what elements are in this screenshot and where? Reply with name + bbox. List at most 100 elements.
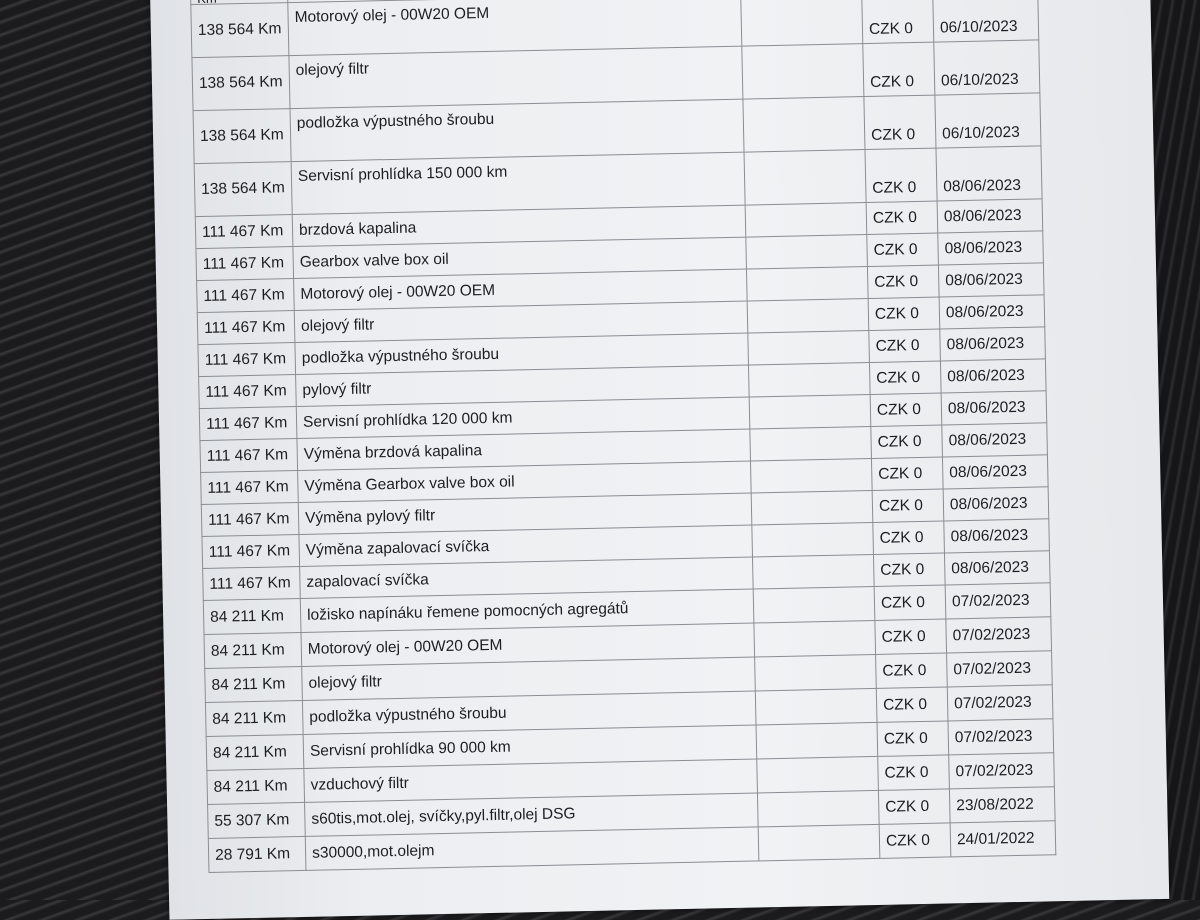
blank-cell: [742, 96, 865, 153]
km-cell: 138 564 Km: [190, 2, 289, 58]
date-cell: 08/06/2023: [938, 262, 1045, 298]
price-cell: CZK 0: [879, 822, 951, 859]
date-cell: 08/06/2023: [939, 294, 1045, 330]
km-cell: 111 467 Km: [195, 214, 293, 249]
price-cell: CZK 0: [861, 0, 934, 44]
blank-cell: [749, 426, 872, 462]
km-cell: 111 467 Km: [201, 502, 299, 537]
date-cell: 08/06/2023: [937, 230, 1044, 266]
date-cell: 08/06/2023: [943, 486, 1049, 521]
blank-cell: [754, 654, 877, 691]
km-cell: 138 564 Km: [191, 55, 291, 111]
price-cell: CZK 0: [867, 265, 940, 299]
price-cell: CZK 0: [870, 425, 943, 459]
blank-cell: [750, 458, 873, 494]
km-cell: 111 467 Km: [197, 310, 295, 345]
km-cell: 84 211 Km: [204, 632, 302, 669]
blank-cell: [752, 554, 875, 589]
km-cell: 138 564 Km: [194, 161, 293, 217]
date-cell: 08/06/2023: [943, 518, 1050, 553]
date-cell: 07/02/2023: [945, 582, 1051, 619]
date-cell: 06/10/2023: [932, 0, 1039, 43]
description-cell: podložka výpustného šroubu: [290, 99, 745, 162]
date-cell: 08/06/2023: [939, 326, 1046, 362]
price-cell: CZK 0: [870, 393, 942, 427]
price-cell: CZK 0: [871, 457, 944, 491]
km-cell: 111 467 Km: [199, 406, 297, 441]
description-cell: olejový filtr: [288, 46, 743, 109]
price-cell: CZK 0: [872, 520, 945, 555]
price-cell: CZK 0: [876, 720, 949, 757]
km-cell: 84 211 Km: [204, 666, 303, 703]
date-cell: 07/02/2023: [945, 616, 1052, 653]
description-cell: Servisní prohlídka 150 000 km: [291, 152, 746, 215]
blank-cell: [758, 824, 880, 861]
date-cell: 06/10/2023: [933, 39, 1040, 96]
km-cell: 28 791 Km: [208, 836, 306, 873]
date-cell: 08/06/2023: [941, 390, 1047, 426]
date-cell: 08/06/2023: [942, 454, 1049, 489]
date-cell: 07/02/2023: [947, 718, 1054, 755]
km-cell: 138 564 Km: [193, 108, 292, 164]
blank-cell: [747, 330, 870, 366]
price-cell: CZK 0: [866, 201, 938, 235]
date-cell: 07/02/2023: [946, 650, 1053, 687]
date-cell: 07/02/2023: [947, 684, 1053, 721]
blank-cell: [745, 202, 867, 238]
km-cell: 111 467 Km: [196, 278, 295, 313]
price-cell: CZK 0: [874, 584, 946, 621]
price-cell: CZK 0: [863, 95, 936, 150]
km-cell: 84 211 Km: [206, 734, 304, 771]
km-cell: 84 211 Km: [206, 768, 305, 805]
blank-cell: [746, 266, 869, 302]
km-cell: 111 467 Km: [201, 534, 300, 569]
blank-cell: [745, 234, 868, 270]
km-cell: 111 467 Km: [202, 566, 301, 601]
km-cell: 111 467 Km: [200, 470, 299, 505]
blank-cell: [744, 149, 867, 206]
blank-cell: [757, 790, 880, 827]
price-cell: CZK 0: [874, 618, 947, 655]
blank-cell: [749, 394, 871, 430]
blank-cell: [756, 722, 878, 759]
date-cell: 08/06/2023: [944, 550, 1051, 585]
blank-cell: [751, 490, 873, 526]
km-cell: 55 307 Km: [207, 802, 306, 839]
date-cell: 23/08/2022: [949, 786, 1056, 823]
blank-cell: [747, 298, 869, 334]
blank-cell: [751, 522, 874, 558]
blank-cell: [753, 586, 875, 623]
date-cell: 24/01/2022: [950, 820, 1056, 857]
km-cell: 111 467 Km: [195, 246, 294, 281]
blank-cell: [753, 620, 876, 657]
price-cell: CZK 0: [872, 488, 944, 523]
date-cell: 07/02/2023: [948, 752, 1055, 789]
blank-cell: [740, 0, 863, 47]
blank-cell: [756, 756, 879, 793]
price-cell: CZK 0: [866, 233, 939, 267]
price-cell: CZK 0: [873, 552, 946, 587]
km-cell: 111 467 Km: [199, 438, 298, 473]
price-cell: CZK 0: [868, 329, 941, 363]
price-cell: CZK 0: [875, 652, 948, 689]
km-cell: 111 467 Km: [198, 374, 297, 409]
price-cell: CZK 0: [869, 361, 942, 395]
blank-cell: [748, 362, 871, 398]
date-cell: 06/10/2023: [934, 92, 1041, 149]
km-cell: 84 211 Km: [205, 700, 304, 737]
date-cell: 08/06/2023: [935, 145, 1043, 202]
date-cell: 08/06/2023: [940, 358, 1047, 394]
price-cell: CZK 0: [868, 297, 940, 331]
km-cell: 111 467 Km: [197, 342, 296, 377]
price-cell: CZK 0: [862, 42, 935, 97]
blank-cell: [741, 43, 864, 100]
price-cell: CZK 0: [876, 686, 948, 723]
blank-cell: [755, 688, 877, 725]
date-cell: 08/06/2023: [941, 422, 1048, 458]
price-cell: CZK 0: [864, 148, 938, 203]
km-cell: 84 211 Km: [203, 598, 301, 635]
date-cell: 08/06/2023: [937, 198, 1043, 234]
price-cell: CZK 0: [878, 788, 951, 825]
